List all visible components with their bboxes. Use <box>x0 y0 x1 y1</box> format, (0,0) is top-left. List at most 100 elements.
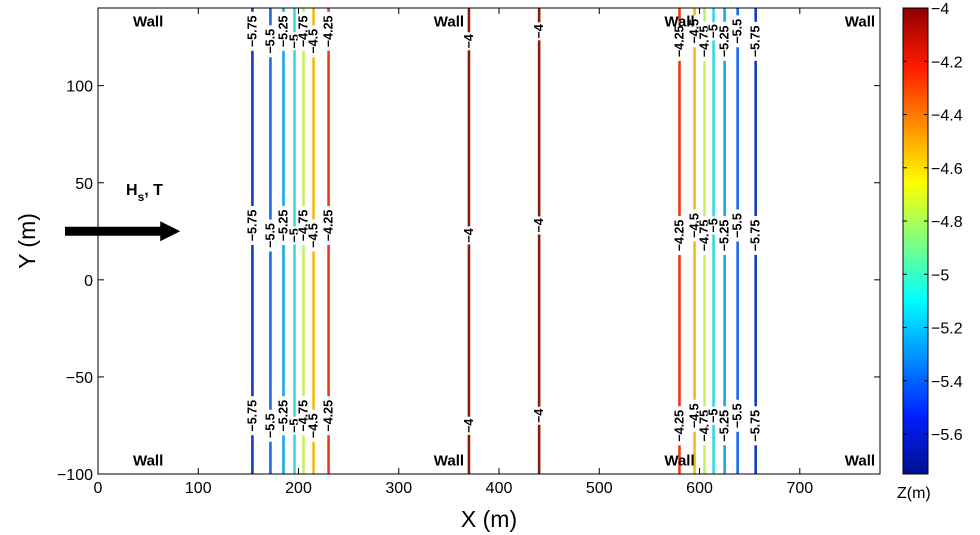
plot-frame <box>97 7 881 475</box>
contour-label-bg <box>533 216 546 235</box>
colorbar-tick-label: −4 <box>931 1 949 18</box>
contour-label-bg <box>297 11 310 51</box>
contour-label: −4.5 <box>307 223 321 248</box>
contour-label: −5.75 <box>749 410 763 442</box>
contour-label: −4 <box>532 218 546 232</box>
contour-label: −4.25 <box>322 400 336 432</box>
contour-label-bg <box>307 409 320 442</box>
contour-label-bg <box>297 205 310 245</box>
contour-label-bg <box>688 399 701 432</box>
contour-label: −4.5 <box>688 213 702 238</box>
colorbar-ticks: −4 −4.2 −4.4 −4.6 −4.8 −5 −5.2 −5.4 −5.6 <box>903 1 963 444</box>
wall-label: Wall <box>664 14 694 31</box>
contour-label: −5.75 <box>749 25 763 57</box>
contour-label-bg <box>264 409 277 442</box>
contour-label: −5.75 <box>245 400 259 432</box>
contour-label-bg <box>322 396 335 436</box>
contour-label: −4.25 <box>322 15 336 47</box>
contour-label-bg <box>749 406 762 446</box>
wall-label: Wall <box>664 452 694 469</box>
colorbar <box>902 7 929 475</box>
contour-label: −4.25 <box>672 25 686 57</box>
contour-label-bg <box>462 32 475 51</box>
contour-label: −4.5 <box>688 19 702 44</box>
contour-label-bg <box>462 226 475 245</box>
contour-label-bg <box>731 209 744 242</box>
arrow-label: Hs, T <box>126 182 163 204</box>
contour-label: −5.5 <box>731 213 745 238</box>
contour-label: −5.25 <box>718 25 732 57</box>
contour-label: −5.25 <box>718 220 732 252</box>
contour-label: −4.5 <box>307 413 321 438</box>
contour-label: −5.5 <box>263 413 277 438</box>
x-tick-label: 0 <box>94 480 103 497</box>
contour-label-bg <box>707 216 720 235</box>
contour-label-bg <box>707 406 720 425</box>
x-tick-label: 300 <box>385 480 412 497</box>
colorbar-tick-label: −4.8 <box>931 214 963 231</box>
contour-label: −4 <box>462 419 476 433</box>
contour-label-bg <box>718 406 731 446</box>
wall-annotations: Wall Wall Wall Wall Wall Wall Wall Wall <box>133 14 875 470</box>
contour-label-bg <box>288 416 301 435</box>
x-tick-label: 600 <box>686 480 713 497</box>
contour-label-bg <box>462 416 475 435</box>
contour-label-bg <box>698 21 711 61</box>
contour-label: −4.75 <box>297 210 311 242</box>
y-tick-label: 100 <box>66 79 93 96</box>
contour-label: −4.75 <box>297 15 311 47</box>
colorbar-tick-label: −5.4 <box>931 374 963 391</box>
contour-label: −5 <box>707 24 721 38</box>
contour-label-bg <box>307 219 320 252</box>
contour-label-bg <box>731 399 744 432</box>
contour-label-bg <box>322 11 335 51</box>
wall-label: Wall <box>845 452 875 469</box>
contour-label: −4.25 <box>322 210 336 242</box>
contour-label-bg <box>288 226 301 245</box>
x-axis-label: X (m) <box>461 506 517 532</box>
y-tick-label: −50 <box>66 370 93 387</box>
contour-label: −4 <box>462 34 476 48</box>
contour-label-bg <box>322 205 335 245</box>
contour-label: −5.25 <box>718 410 732 442</box>
wall-label: Wall <box>133 452 163 469</box>
plot-background <box>98 8 880 474</box>
contour-label-bg <box>718 215 731 255</box>
contour-label-bg <box>749 215 762 255</box>
contour-label-bg <box>264 219 277 252</box>
colorbar-label: Z(m) <box>897 485 931 502</box>
contour-label-bg <box>277 11 290 51</box>
contour-label: −5.25 <box>276 210 290 242</box>
colorbar-tick-label: −4.4 <box>931 108 963 125</box>
contour-label: −5 <box>707 218 721 232</box>
colorbar-tick-label: −5.6 <box>931 427 963 444</box>
contour-label-bg <box>307 25 320 58</box>
wall-label: Wall <box>434 452 464 469</box>
contour-label: −4 <box>532 409 546 423</box>
contour-label-bg <box>698 406 711 446</box>
x-tick-label: 500 <box>586 480 613 497</box>
colorbar-tick-label: −5 <box>931 267 949 284</box>
y-tick-label: −100 <box>57 467 93 484</box>
contour-labels: −5.75−5.75−5.75−5.5−5.5−5.5−5.25−5.25−5.… <box>245 11 763 446</box>
contour-label-bg <box>246 396 259 436</box>
contour-label-bg <box>731 15 744 48</box>
contour-label-bg <box>288 32 301 51</box>
contour-label: −5.75 <box>245 210 259 242</box>
x-tick-label: 200 <box>285 480 312 497</box>
wall-label: Wall <box>133 14 163 31</box>
contour-label-bg <box>673 21 686 61</box>
wall-label: Wall <box>434 14 464 31</box>
contour-label-bg <box>688 15 701 48</box>
contour-label-bg <box>718 21 731 61</box>
contour-label: −4.75 <box>297 400 311 432</box>
contour-label-bg <box>698 215 711 255</box>
contour-label: −4.5 <box>307 29 321 54</box>
y-tick-label: 50 <box>75 176 93 193</box>
contour-label: −5.25 <box>276 15 290 47</box>
contour-label: −5.5 <box>263 223 277 248</box>
contour-label: −4.5 <box>688 403 702 428</box>
contour-label: −5.5 <box>731 19 745 44</box>
contour-label: −4 <box>532 24 546 38</box>
